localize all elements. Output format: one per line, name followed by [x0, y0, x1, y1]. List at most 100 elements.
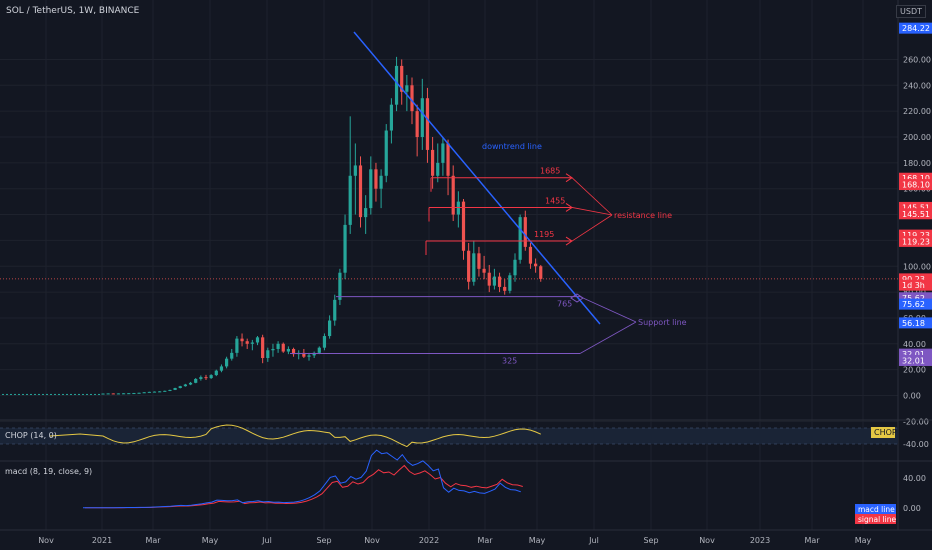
candle-body: [74, 393, 76, 395]
candle-body: [508, 275, 512, 291]
candle-body: [183, 384, 187, 387]
signal-legend-label: signal line: [858, 515, 896, 524]
candle-body: [142, 392, 146, 394]
price-tag-label: 75.62: [902, 300, 925, 309]
candle-body: [410, 85, 414, 112]
support-marker: [570, 293, 584, 303]
x-tick-label: 2022: [419, 536, 439, 545]
candle-body: [122, 393, 126, 395]
candle-body: [58, 393, 60, 395]
signal-legend-swatch: [855, 514, 896, 524]
x-tick-label: Nov: [699, 536, 715, 545]
candle-body: [70, 393, 72, 395]
chop-band: [0, 428, 898, 444]
quote-currency: USDT: [896, 5, 926, 18]
candle-body: [384, 130, 388, 176]
candle-body: [333, 299, 337, 321]
y-tick-label: 100.00: [903, 262, 931, 271]
y-tick-label: 20.00: [903, 366, 926, 375]
price-tag: [899, 208, 932, 220]
support-label: 765: [557, 300, 572, 309]
symbol-title: SOL / TetherUS, 1W, BINANCE: [6, 6, 140, 16]
candle-body: [158, 391, 162, 393]
candle-body: [204, 377, 208, 379]
candle-body: [528, 246, 533, 264]
candle-body: [518, 217, 522, 260]
resistance-pointer: [571, 214, 613, 242]
x-tick-label: May: [202, 536, 219, 545]
candle-body: [214, 370, 218, 376]
candle-body: [50, 393, 52, 395]
candle-body: [302, 352, 306, 357]
macd-y-tick: 0.00: [903, 504, 921, 513]
candle-body: [369, 169, 373, 209]
y-tick-label: 180.00: [903, 159, 931, 168]
price-tag: [899, 354, 932, 366]
resistance-label: 1195: [534, 230, 554, 239]
candle-body: [482, 268, 486, 273]
candle-body: [389, 104, 393, 131]
candle-body: [34, 393, 36, 395]
candle-body: [255, 337, 260, 343]
candle-body: [62, 393, 64, 395]
candle-body: [436, 162, 440, 176]
price-tag-label: 168.10: [902, 174, 930, 183]
candle-body: [94, 393, 96, 395]
candle-body: [441, 143, 445, 163]
candle-body: [163, 390, 167, 392]
candle-body: [446, 143, 450, 176]
candle-body: [245, 341, 249, 344]
price-tag: [899, 172, 932, 184]
candle-body: [307, 355, 311, 357]
candle-body: [188, 382, 193, 385]
support-pointer: [579, 296, 637, 323]
x-tick-label: Mar: [145, 536, 161, 545]
macd-y-tick: 40.00: [903, 474, 926, 483]
candle-body: [353, 165, 357, 176]
price-tag-label: 56.18: [902, 319, 925, 328]
x-tick-label: 2023: [750, 536, 770, 545]
price-tag-label: 1d 3h: [902, 281, 925, 290]
y-tick-label: 200.00: [903, 133, 931, 142]
candle-body: [374, 169, 378, 189]
candle-body: [14, 393, 16, 395]
y-tick-label: 260.00: [903, 55, 931, 64]
candle-body: [322, 336, 327, 348]
x-tick-label: Jul: [261, 536, 272, 545]
candle-body: [225, 358, 229, 367]
macd-line: [83, 449, 521, 509]
candle-body: [219, 366, 224, 371]
candle-body: [461, 201, 466, 251]
candle-body: [451, 175, 455, 215]
candle-body: [286, 348, 290, 352]
candle-body: [405, 85, 409, 92]
candle-body: [209, 375, 213, 379]
candle-body: [127, 393, 131, 395]
support-pointer: [579, 321, 637, 354]
candle-body: [338, 272, 342, 300]
resistance-label: 1455: [545, 196, 565, 205]
candle-body: [420, 98, 424, 137]
candle-body: [317, 347, 321, 353]
candle-body: [42, 393, 44, 395]
candle-body: [534, 263, 538, 267]
resistance-label: 1685: [540, 167, 560, 176]
price-tag: [899, 229, 932, 241]
candle-body: [54, 393, 56, 395]
candle-body: [137, 392, 141, 394]
x-tick-label: Mar: [477, 536, 493, 545]
macd-legend-swatch: [855, 504, 896, 514]
candle-body: [523, 217, 527, 247]
chop-y-tick: -40.00: [903, 440, 929, 449]
price-tag-label: 145.51: [902, 203, 930, 212]
candle-body: [2, 393, 4, 395]
chop-badge: [871, 427, 895, 438]
candle-body: [230, 352, 234, 359]
y-tick-label: 220.00: [903, 107, 931, 116]
candle-body: [235, 338, 239, 353]
candle-body: [312, 352, 316, 356]
price-tag-label: 168.10: [902, 181, 930, 190]
y-tick-label: 240.00: [903, 81, 931, 90]
macd-label: macd (8, 19, close, 9): [5, 467, 92, 476]
